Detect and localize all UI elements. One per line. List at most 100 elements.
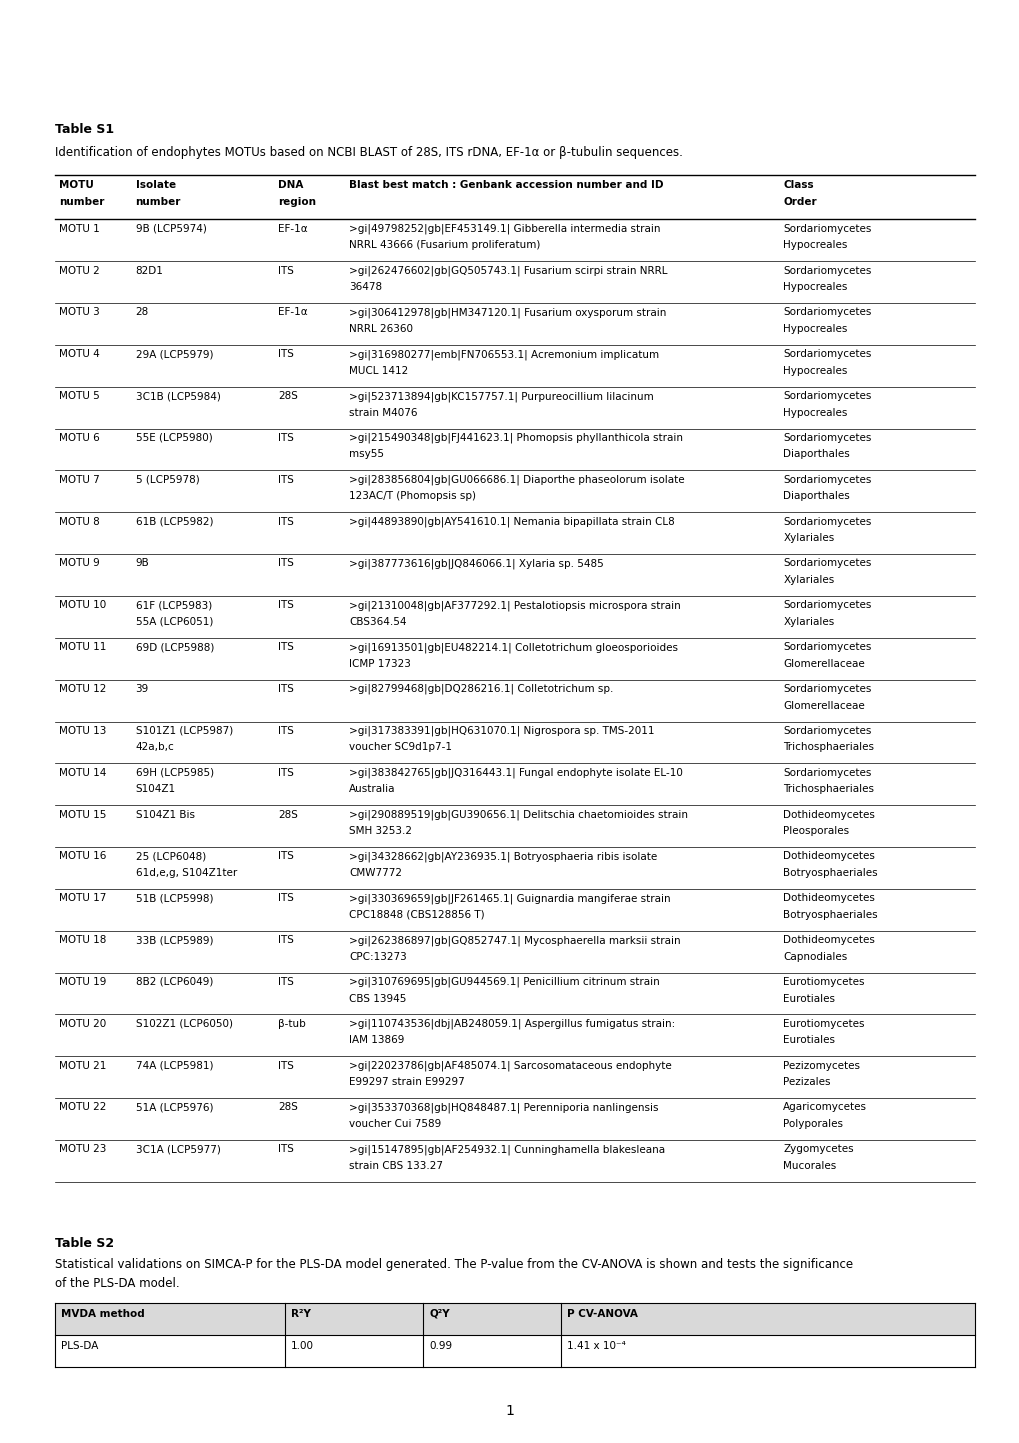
Text: >gi|82799468|gb|DQ286216.1| Colletotrichum sp.: >gi|82799468|gb|DQ286216.1| Colletotrich… — [348, 684, 612, 694]
Text: >gi|215490348|gb|FJ441623.1| Phomopsis phyllanthicola strain: >gi|215490348|gb|FJ441623.1| Phomopsis p… — [348, 433, 683, 443]
Text: S101Z1 (LCP5987): S101Z1 (LCP5987) — [136, 726, 232, 736]
Text: Hypocreales: Hypocreales — [783, 240, 847, 250]
Text: Glomerellaceae: Glomerellaceae — [783, 659, 864, 668]
Text: 8B2 (LCP6049): 8B2 (LCP6049) — [136, 977, 213, 987]
Text: 36478: 36478 — [348, 283, 382, 291]
Text: Sordariomycetes: Sordariomycetes — [783, 224, 871, 234]
Text: of the PLS-DA model.: of the PLS-DA model. — [55, 1277, 179, 1290]
Text: ITS: ITS — [278, 935, 293, 945]
Text: Pezizomycetes: Pezizomycetes — [783, 1061, 859, 1071]
Text: MOTU 5: MOTU 5 — [59, 391, 100, 401]
Text: MOTU 18: MOTU 18 — [59, 935, 106, 945]
Text: CPC18848 (CBS128856 T): CPC18848 (CBS128856 T) — [348, 911, 484, 919]
Text: Xylariales: Xylariales — [783, 618, 834, 626]
Text: Statistical validations on SIMCA-P for the PLS-DA model generated. The P-value f: Statistical validations on SIMCA-P for t… — [55, 1258, 852, 1271]
Text: Mucorales: Mucorales — [783, 1162, 836, 1170]
Text: 9B: 9B — [136, 558, 149, 569]
Text: number: number — [136, 196, 180, 206]
Text: >gi|262476602|gb|GQ505743.1| Fusarium scirpi strain NRRL: >gi|262476602|gb|GQ505743.1| Fusarium sc… — [348, 266, 666, 276]
Text: P CV-ANOVA: P CV-ANOVA — [567, 1309, 638, 1319]
Text: Diaporthales: Diaporthales — [783, 450, 849, 459]
Text: MOTU 19: MOTU 19 — [59, 977, 106, 987]
Text: Sordariomycetes: Sordariomycetes — [783, 433, 871, 443]
Text: >gi|330369659|gb|JF261465.1| Guignardia mangiferae strain: >gi|330369659|gb|JF261465.1| Guignardia … — [348, 893, 669, 903]
Text: ITS: ITS — [278, 349, 293, 359]
Text: DNA: DNA — [278, 180, 304, 190]
Text: CBS 13945: CBS 13945 — [348, 994, 406, 1003]
Text: E99297 strain E99297: E99297 strain E99297 — [348, 1078, 465, 1087]
Text: MOTU 7: MOTU 7 — [59, 475, 100, 485]
Text: >gi|290889519|gb|GU390656.1| Delitschia chaetomioides strain: >gi|290889519|gb|GU390656.1| Delitschia … — [348, 810, 687, 820]
Text: 61d,e,g, S104Z1ter: 61d,e,g, S104Z1ter — [136, 869, 236, 877]
Text: MOTU 12: MOTU 12 — [59, 684, 106, 694]
Text: MOTU 22: MOTU 22 — [59, 1102, 106, 1113]
Text: 69D (LCP5988): 69D (LCP5988) — [136, 642, 214, 652]
Text: 28S: 28S — [278, 810, 298, 820]
Text: 25 (LCP6048): 25 (LCP6048) — [136, 851, 206, 861]
Text: MOTU 1: MOTU 1 — [59, 224, 100, 234]
Text: R²Y: R²Y — [291, 1309, 311, 1319]
Text: >gi|317383391|gb|HQ631070.1| Nigrospora sp. TMS-2011: >gi|317383391|gb|HQ631070.1| Nigrospora … — [348, 726, 654, 736]
Text: 1.41 x 10⁻⁴: 1.41 x 10⁻⁴ — [567, 1341, 626, 1351]
Text: 28S: 28S — [278, 391, 298, 401]
Text: Hypocreales: Hypocreales — [783, 283, 847, 291]
Text: 123AC/T (Phomopsis sp): 123AC/T (Phomopsis sp) — [348, 492, 476, 501]
Text: >gi|387773616|gb|JQ846066.1| Xylaria sp. 5485: >gi|387773616|gb|JQ846066.1| Xylaria sp.… — [348, 558, 603, 569]
Text: 74A (LCP5981): 74A (LCP5981) — [136, 1061, 213, 1071]
Text: Xylariales: Xylariales — [783, 576, 834, 584]
Text: ITS: ITS — [278, 684, 293, 694]
Text: EF-1α: EF-1α — [278, 224, 308, 234]
Text: ITS: ITS — [278, 558, 293, 569]
Text: S102Z1 (LCP6050): S102Z1 (LCP6050) — [136, 1019, 232, 1029]
Text: ITS: ITS — [278, 600, 293, 610]
Text: Hypocreales: Hypocreales — [783, 407, 847, 417]
Text: Botryosphaeriales: Botryosphaeriales — [783, 911, 877, 919]
Text: NRRL 43666 (Fusarium proliferatum): NRRL 43666 (Fusarium proliferatum) — [348, 240, 540, 250]
Text: Agaricomycetes: Agaricomycetes — [783, 1102, 866, 1113]
Text: ITS: ITS — [278, 893, 293, 903]
Text: Eurotiales: Eurotiales — [783, 994, 835, 1003]
Text: 1.00: 1.00 — [291, 1341, 314, 1351]
Text: MOTU 16: MOTU 16 — [59, 851, 106, 861]
Text: 5 (LCP5978): 5 (LCP5978) — [136, 475, 199, 485]
Text: Sordariomycetes: Sordariomycetes — [783, 600, 871, 610]
Text: Sordariomycetes: Sordariomycetes — [783, 517, 871, 527]
Text: ITS: ITS — [278, 851, 293, 861]
Text: Sordariomycetes: Sordariomycetes — [783, 726, 871, 736]
Text: ITS: ITS — [278, 768, 293, 778]
Text: 51A (LCP5976): 51A (LCP5976) — [136, 1102, 213, 1113]
Text: Pezizales: Pezizales — [783, 1078, 829, 1087]
Text: Sordariomycetes: Sordariomycetes — [783, 768, 871, 778]
Text: ITS: ITS — [278, 726, 293, 736]
Text: msy55: msy55 — [348, 450, 383, 459]
Text: >gi|310769695|gb|GU944569.1| Penicillium citrinum strain: >gi|310769695|gb|GU944569.1| Penicillium… — [348, 977, 659, 987]
Text: MOTU 6: MOTU 6 — [59, 433, 100, 443]
Text: Hypocreales: Hypocreales — [783, 325, 847, 333]
Text: Sordariomycetes: Sordariomycetes — [783, 475, 871, 485]
Text: IAM 13869: IAM 13869 — [348, 1036, 404, 1045]
Text: 9B (LCP5974): 9B (LCP5974) — [136, 224, 206, 234]
Text: MOTU 9: MOTU 9 — [59, 558, 100, 569]
Text: Eurotiomycetes: Eurotiomycetes — [783, 977, 864, 987]
Text: >gi|22023786|gb|AF485074.1| Sarcosomataceous endophyte: >gi|22023786|gb|AF485074.1| Sarcosomatac… — [348, 1061, 672, 1071]
Text: MOTU 14: MOTU 14 — [59, 768, 106, 778]
Text: Eurotiomycetes: Eurotiomycetes — [783, 1019, 864, 1029]
Text: MOTU 10: MOTU 10 — [59, 600, 106, 610]
Text: Sordariomycetes: Sordariomycetes — [783, 684, 871, 694]
Text: Sordariomycetes: Sordariomycetes — [783, 391, 871, 401]
Text: 42a,b,c: 42a,b,c — [136, 743, 174, 752]
Text: Isolate: Isolate — [136, 180, 175, 190]
Text: Pleosporales: Pleosporales — [783, 827, 849, 835]
Text: MOTU 20: MOTU 20 — [59, 1019, 106, 1029]
Text: >gi|21310048|gb|AF377292.1| Pestalotiopsis microspora strain: >gi|21310048|gb|AF377292.1| Pestalotiops… — [348, 600, 680, 610]
Text: Dothideomycetes: Dothideomycetes — [783, 851, 874, 861]
Text: Dothideomycetes: Dothideomycetes — [783, 810, 874, 820]
Text: 0.99: 0.99 — [429, 1341, 451, 1351]
Text: ITS: ITS — [278, 642, 293, 652]
Text: Eurotiales: Eurotiales — [783, 1036, 835, 1045]
Text: ITS: ITS — [278, 475, 293, 485]
Text: >gi|262386897|gb|GQ852747.1| Mycosphaerella marksii strain: >gi|262386897|gb|GQ852747.1| Mycosphaere… — [348, 935, 680, 945]
Text: MOTU 8: MOTU 8 — [59, 517, 100, 527]
Text: >gi|383842765|gb|JQ316443.1| Fungal endophyte isolate EL-10: >gi|383842765|gb|JQ316443.1| Fungal endo… — [348, 768, 682, 778]
Text: Sordariomycetes: Sordariomycetes — [783, 349, 871, 359]
